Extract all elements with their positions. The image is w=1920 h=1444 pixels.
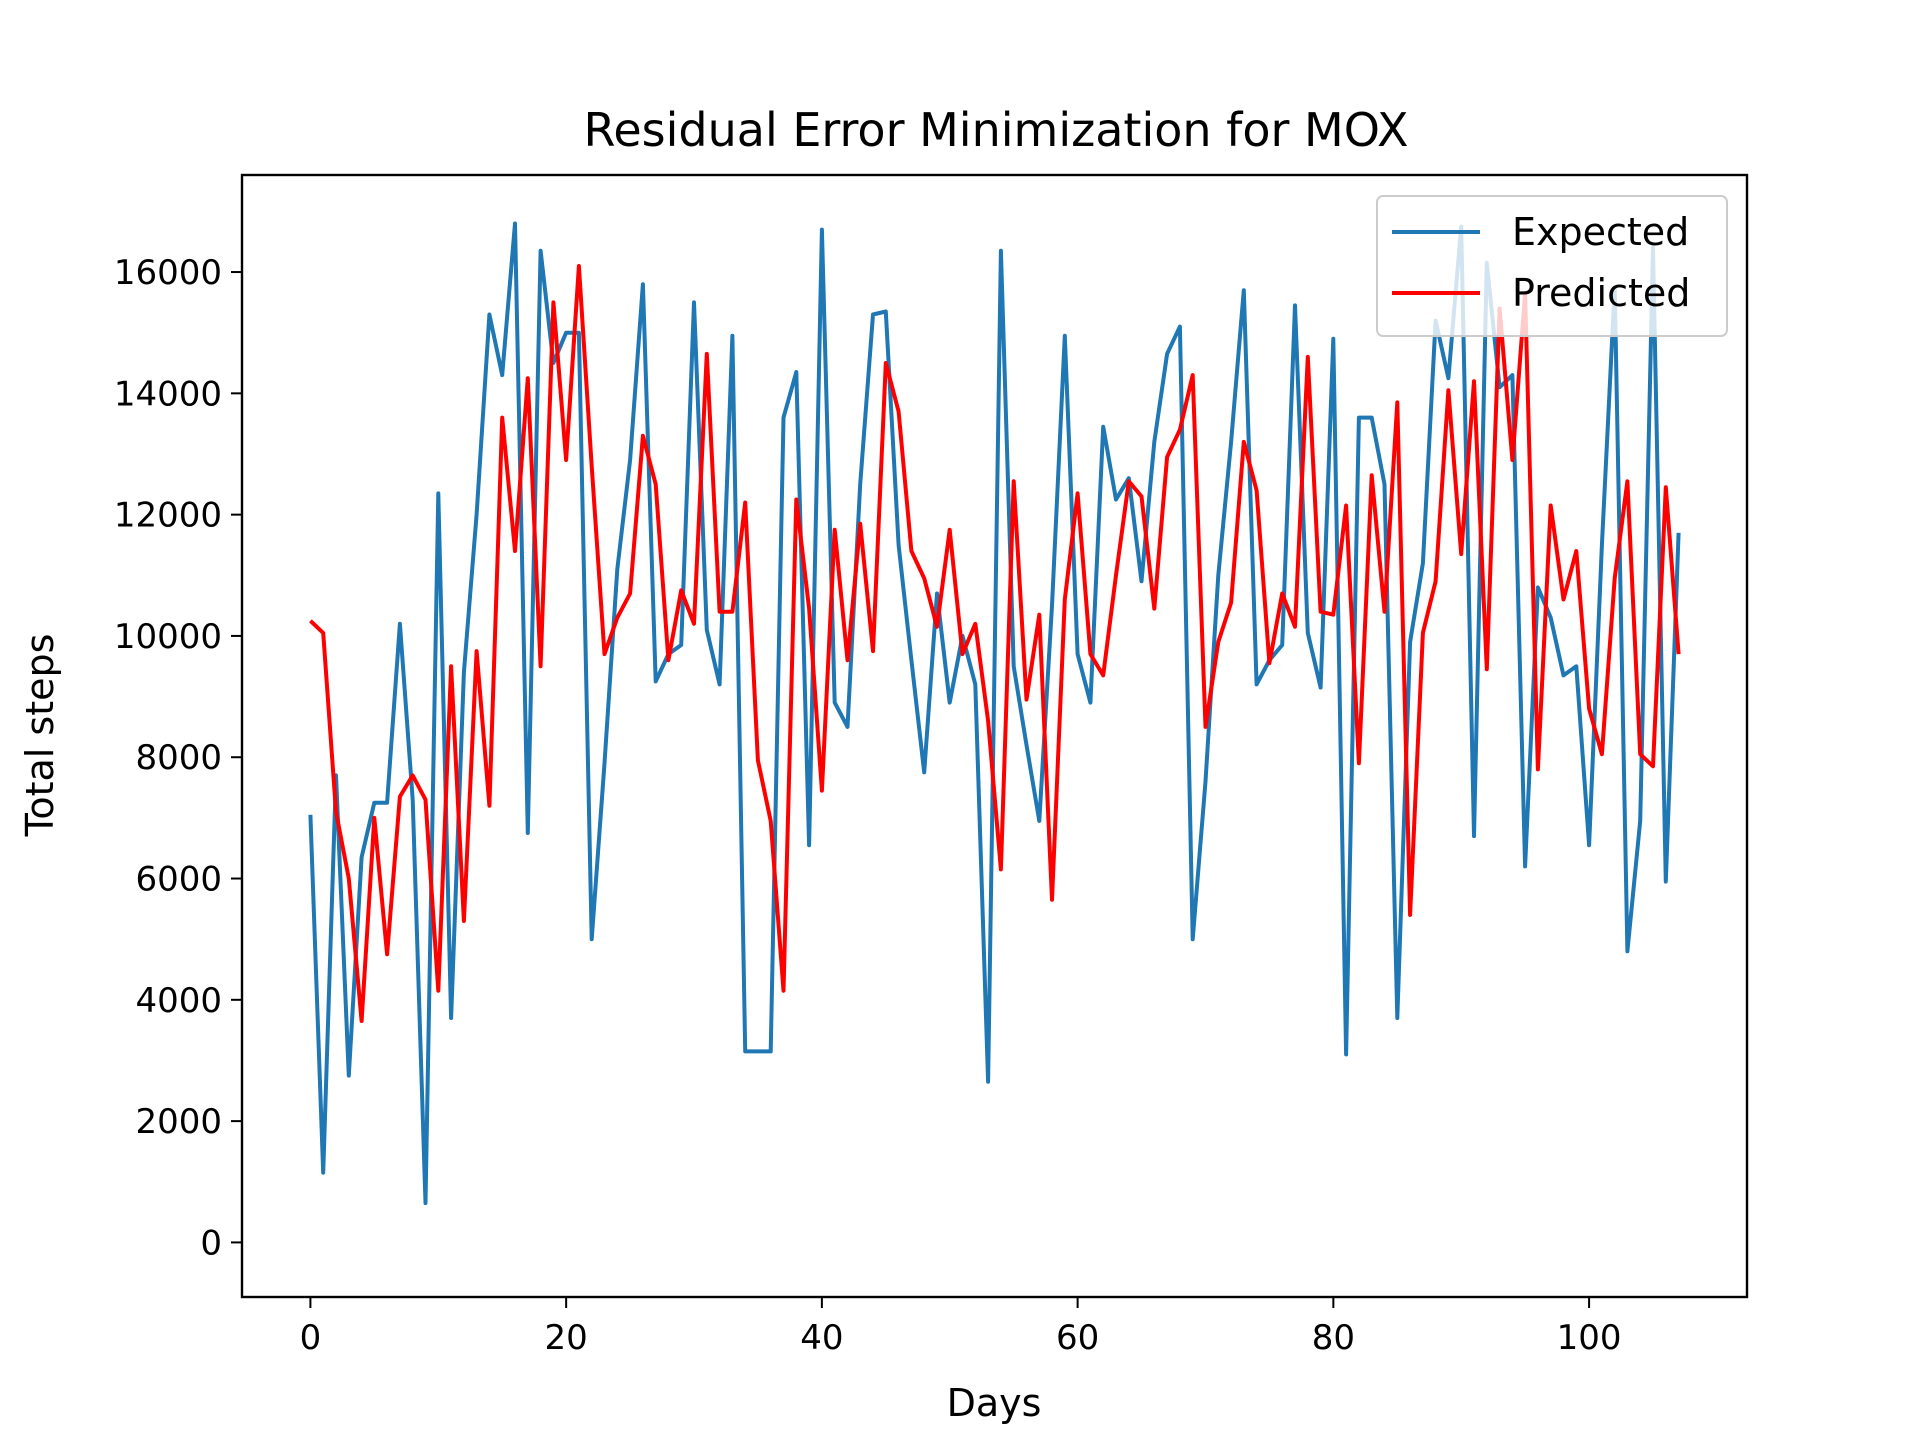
y-tick-label: 4000 xyxy=(135,981,222,1021)
series-line-expected xyxy=(308,221,1681,1205)
y-tick-label: 10000 xyxy=(114,617,222,657)
y-tick-label: 2000 xyxy=(135,1102,222,1142)
x-tick-label: 40 xyxy=(800,1318,843,1358)
y-tick-label: 8000 xyxy=(135,738,222,778)
x-axis-ticks: 0 20 40 60 80 100 xyxy=(300,1297,1622,1358)
y-tick-label: 14000 xyxy=(114,374,222,414)
x-axis-label: Days xyxy=(947,1381,1042,1425)
y-axis-ticks: 0 2000 4000 6000 8000 10000 12000 14000 16000 xyxy=(114,253,242,1263)
y-tick-label: 6000 xyxy=(135,860,222,900)
x-tick-label: 60 xyxy=(1056,1318,1099,1358)
legend-label-expected: Expected xyxy=(1512,210,1689,254)
x-tick-label: 0 xyxy=(300,1318,322,1358)
y-tick-label: 16000 xyxy=(114,253,222,293)
legend: Expected Predicted xyxy=(1376,195,1728,337)
y-tick-label: 0 xyxy=(200,1223,222,1263)
x-tick-label: 20 xyxy=(545,1318,588,1358)
series-lines xyxy=(308,221,1681,1205)
chart-title: Residual Error Minimization for MOX xyxy=(583,103,1408,157)
x-tick-label: 80 xyxy=(1312,1318,1355,1358)
series-line-predicted xyxy=(309,264,1681,1023)
y-tick-label: 12000 xyxy=(114,496,222,536)
y-axis-label: Total steps xyxy=(18,634,62,838)
plot-frame xyxy=(240,173,1749,1299)
x-tick-label: 100 xyxy=(1557,1318,1622,1358)
legend-label-predicted: Predicted xyxy=(1512,271,1690,315)
